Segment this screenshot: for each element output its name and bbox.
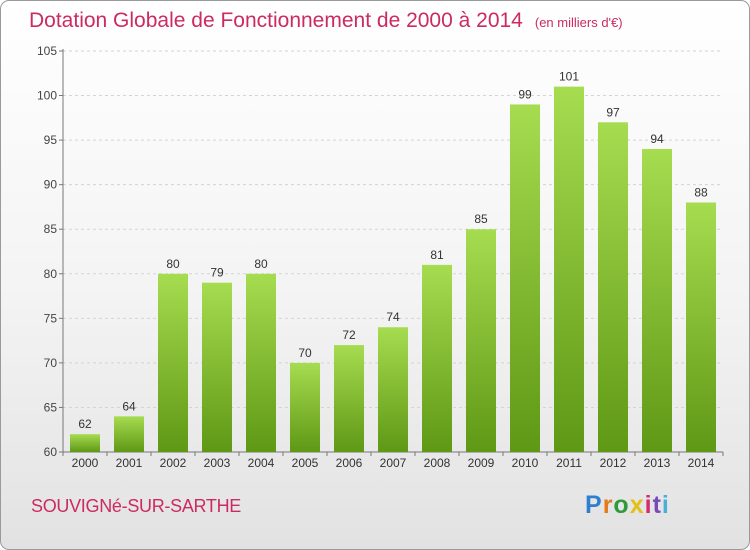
x-tick-label: 2008 <box>424 456 451 470</box>
x-tick-label: 2006 <box>336 456 363 470</box>
y-tick-label: 90 <box>44 178 58 192</box>
title-text: Dotation Globale de Fonctionnement de 20… <box>29 9 523 32</box>
commune-name: SOUVIGNé-SUR-SARTHE <box>31 496 242 516</box>
logo-letter: P <box>585 491 603 519</box>
data-label: 79 <box>210 266 224 280</box>
bars <box>70 86 716 453</box>
bar <box>158 273 188 452</box>
x-tick-label: 2007 <box>380 456 407 470</box>
x-tick-label: 2001 <box>116 456 143 470</box>
logo-letter: r <box>602 491 614 519</box>
bar <box>466 229 496 452</box>
data-label: 88 <box>694 185 708 199</box>
data-label: 99 <box>518 87 532 101</box>
logo-letter: t <box>652 491 662 519</box>
bar <box>246 273 276 452</box>
x-tick-label: 2010 <box>512 456 539 470</box>
data-label: 81 <box>430 248 444 262</box>
y-tick-label: 80 <box>44 267 58 281</box>
data-label: 62 <box>78 417 92 431</box>
proxiti-logo: Proxiti <box>585 491 670 520</box>
data-label: 80 <box>166 257 180 271</box>
x-tick-label: 2009 <box>468 456 495 470</box>
data-label: 97 <box>606 105 620 119</box>
y-tick-label: 105 <box>37 44 57 58</box>
data-label: 74 <box>386 310 400 324</box>
x-tick-label: 2012 <box>600 456 627 470</box>
x-tick-label: 2003 <box>204 456 231 470</box>
y-tick-label: 75 <box>44 311 58 325</box>
labels: 62 2000 64 2001 80 2002 79 2003 80 2004 70 2005 72 20… <box>72 70 715 470</box>
data-label: 85 <box>474 212 488 226</box>
logo-letter: o <box>613 491 630 519</box>
y-tick-label: 95 <box>44 133 58 147</box>
bar <box>642 149 672 452</box>
data-label: 94 <box>650 132 664 146</box>
y-tick-label: 65 <box>44 400 58 414</box>
unit-label: (en milliers d'€) <box>534 15 623 30</box>
bar <box>202 282 232 452</box>
bar <box>334 345 364 452</box>
bar <box>70 434 100 452</box>
data-label: 101 <box>559 70 579 84</box>
x-tick-label: 2005 <box>292 456 319 470</box>
y-tick-label: 70 <box>44 356 58 370</box>
data-label: 70 <box>298 346 312 360</box>
bar <box>290 362 320 452</box>
y-tick-label: 85 <box>44 222 58 236</box>
bar <box>422 264 452 452</box>
data-label: 64 <box>122 399 136 413</box>
logo-letter: i <box>661 491 670 519</box>
x-tick-label: 2002 <box>160 456 187 470</box>
chart-title: Dotation Globale de Fonctionnement de 20… <box>29 9 623 33</box>
bar <box>686 202 716 452</box>
y-tick-label: 60 <box>44 445 58 459</box>
data-label: 80 <box>254 257 268 271</box>
bar <box>378 327 408 452</box>
y-tick-label: 100 <box>37 89 57 103</box>
x-tick-label: 2013 <box>644 456 671 470</box>
logo-letter: x <box>629 491 645 519</box>
bar <box>598 122 628 453</box>
logo-letter: i <box>644 491 653 519</box>
data-label: 72 <box>342 328 356 342</box>
x-tick-label: 2014 <box>688 456 715 470</box>
bar <box>554 86 584 453</box>
bar <box>510 104 540 452</box>
x-tick-label: 2000 <box>72 456 99 470</box>
x-tick-label: 2011 <box>556 456 582 470</box>
bar <box>114 416 144 452</box>
x-tick-label: 2004 <box>248 456 275 470</box>
